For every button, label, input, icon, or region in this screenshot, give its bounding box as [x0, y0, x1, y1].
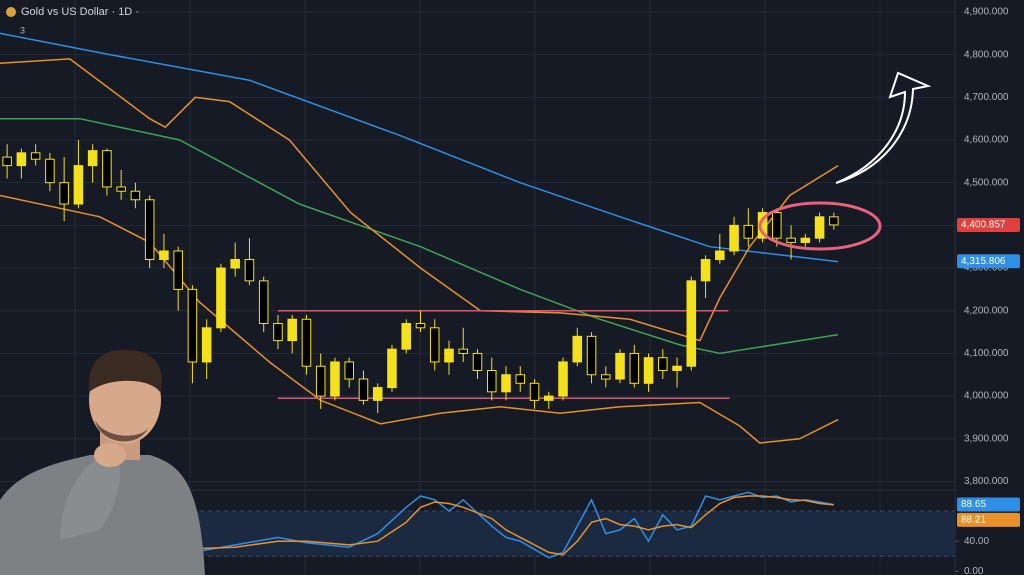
candle-body [586, 335, 597, 376]
candle-body [558, 361, 568, 397]
candle-body [472, 352, 483, 371]
y-tick-label: 4,900.000 [964, 7, 1009, 18]
candle-body [173, 250, 183, 290]
candle-body [572, 335, 583, 363]
candle-body [672, 365, 682, 371]
value-tag [957, 512, 1020, 527]
candle-body [501, 374, 511, 393]
candle-body [658, 357, 668, 371]
candle-body [73, 165, 84, 205]
candle-body [102, 150, 112, 188]
candle-body [686, 280, 697, 367]
candle-body [486, 369, 497, 393]
y-tick-label: 4,700.000 [964, 92, 1009, 103]
candle-body [372, 387, 383, 401]
price-tag-label: 4,400.857 [961, 220, 1006, 231]
price-tag [957, 218, 1020, 233]
value-tag [957, 497, 1020, 512]
person-illustration [0, 349, 205, 575]
candle-body [800, 237, 811, 243]
candle-body [829, 216, 839, 226]
candle-body [301, 318, 312, 367]
value-tag-label: 88.21 [961, 515, 986, 526]
candle-body [45, 158, 55, 184]
candle-body [772, 212, 782, 239]
y-tick-label: 3,900.000 [964, 433, 1009, 444]
candle-body [2, 156, 12, 167]
y-tick-label: 4,800.000 [964, 49, 1009, 60]
indicator-line [0, 58, 839, 342]
candle-body [387, 348, 397, 389]
candle-body [615, 352, 625, 380]
candle-body [230, 259, 240, 269]
oscillator-line [192, 495, 834, 556]
candle-body [16, 152, 27, 167]
candle-body [814, 216, 825, 239]
y-tick-label: 4,600.000 [964, 135, 1009, 146]
candle-body [159, 250, 169, 261]
candle-body [358, 378, 369, 401]
candle-body [715, 250, 725, 261]
candle-body [287, 318, 297, 342]
candle-body [415, 323, 426, 329]
candle-body [330, 361, 340, 397]
candle-body [344, 361, 354, 380]
candle-body [258, 280, 269, 325]
candle-body [116, 186, 126, 192]
candle-body [87, 150, 98, 167]
chart-title: Gold vs US Dollar · 1D · [21, 6, 139, 18]
candle-body [515, 374, 526, 384]
vertical-grid [74, 0, 881, 575]
y-tick-label: 3,800.000 [964, 476, 1009, 487]
candle-body [130, 190, 141, 201]
y-tick-label: 4,200.000 [964, 305, 1009, 316]
candle-body [458, 348, 469, 354]
y-tick-label: 4,500.000 [964, 177, 1009, 188]
arrow-annotation [835, 71, 932, 184]
candle-body [729, 224, 739, 252]
symbol-icon [6, 7, 16, 17]
value-tag-label: 88.65 [961, 499, 986, 510]
candle-body [529, 382, 540, 401]
candle-body [700, 259, 711, 282]
y-tick-label: 4,100.000 [964, 348, 1009, 359]
indicator-line [0, 117, 839, 355]
oscillator-line [192, 491, 834, 559]
candle-body [315, 365, 326, 397]
candle-body [444, 348, 454, 363]
candle-body [786, 237, 796, 243]
candle-body [643, 357, 654, 384]
candle-body [757, 212, 768, 239]
y-tick-label: 0.00 [964, 566, 984, 575]
candle-body [629, 352, 640, 384]
candle-body [401, 323, 412, 350]
price-tag-label: 4,315.806 [961, 256, 1006, 267]
y-tick-label: 4,000.000 [964, 391, 1009, 402]
candle-body [743, 224, 754, 239]
indicator-count[interactable]: 3 [20, 25, 25, 35]
candle-body [30, 152, 41, 160]
candle-body [543, 395, 554, 401]
candle-body [244, 259, 255, 282]
candle-body [187, 288, 198, 363]
highlight-circle [758, 201, 882, 251]
candle-body [216, 267, 226, 329]
price-tag [957, 254, 1020, 269]
candle-body [429, 327, 440, 363]
candle-body [601, 374, 611, 380]
indicator-line [0, 32, 839, 263]
candle-body [144, 199, 155, 261]
candle-body [59, 182, 69, 205]
candle-body [201, 327, 212, 363]
candle-body [273, 323, 283, 342]
y-tick-label: 40.00 [964, 536, 989, 547]
